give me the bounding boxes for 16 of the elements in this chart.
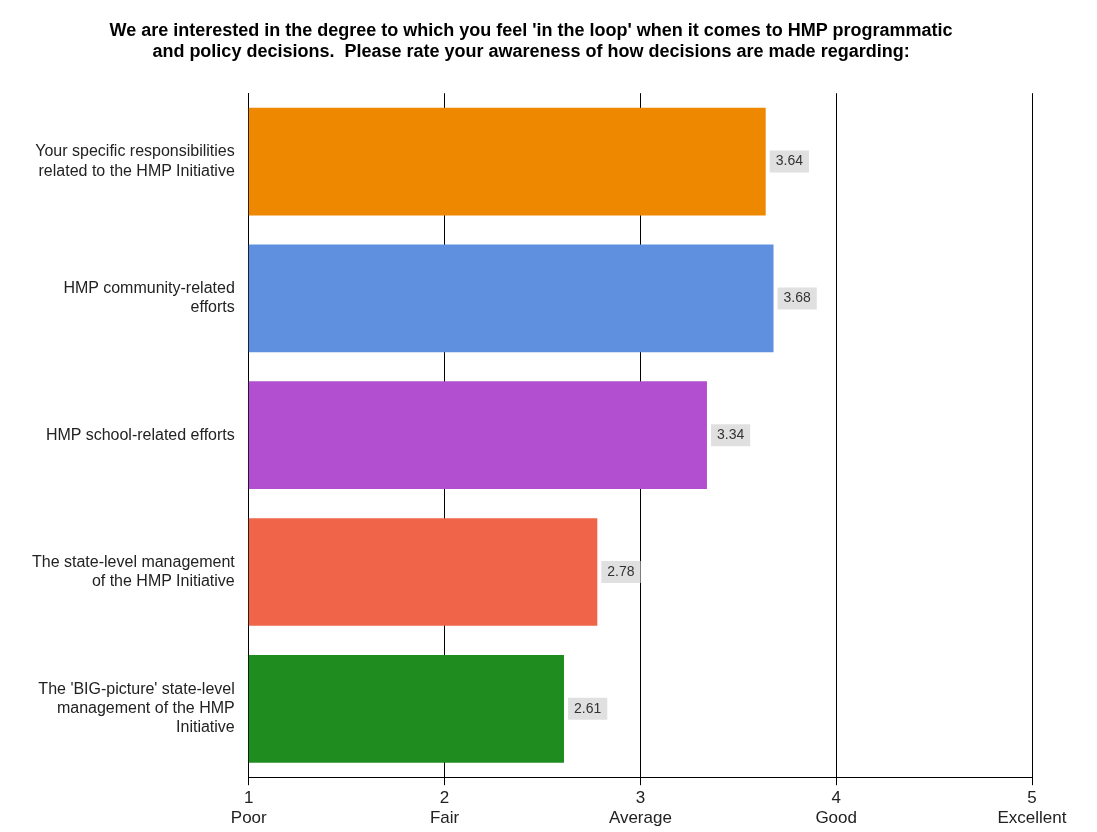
- y-tick-label: The state-level management of the HMP Initiative: [31, 552, 236, 590]
- data-label: 2.78: [607, 562, 635, 579]
- data-label: 3.68: [783, 289, 811, 306]
- y-tick-label: The 'BIG-picture' state-level management of the HMP Initiative: [38, 680, 235, 736]
- x-tick-label: 3 Average: [608, 788, 672, 828]
- x-tick-label: 1 Poor: [230, 788, 268, 828]
- data-label: 3.34: [716, 426, 745, 443]
- y-tick-label: HMP school-related efforts: [45, 425, 235, 443]
- data-label: 2.61: [574, 699, 602, 716]
- chart-title: We are interested in the degree to which you feel 'in the loop' when it comes to HMP programmatic and policy decisions. Please rate your awareness of how decisions are made regarding:: [109, 19, 953, 62]
- data-label: 3.64: [775, 152, 804, 169]
- y-tick-label: HMP community-related efforts: [63, 279, 235, 316]
- x-tick-label: 5 Excellent: [997, 788, 1067, 828]
- x-tick-label: 2 Fair: [429, 788, 460, 828]
- x-tick-label: 4 Good: [815, 788, 857, 828]
- y-tick-label: Your specific responsibilities related to the HMP Initiative: [35, 142, 235, 179]
